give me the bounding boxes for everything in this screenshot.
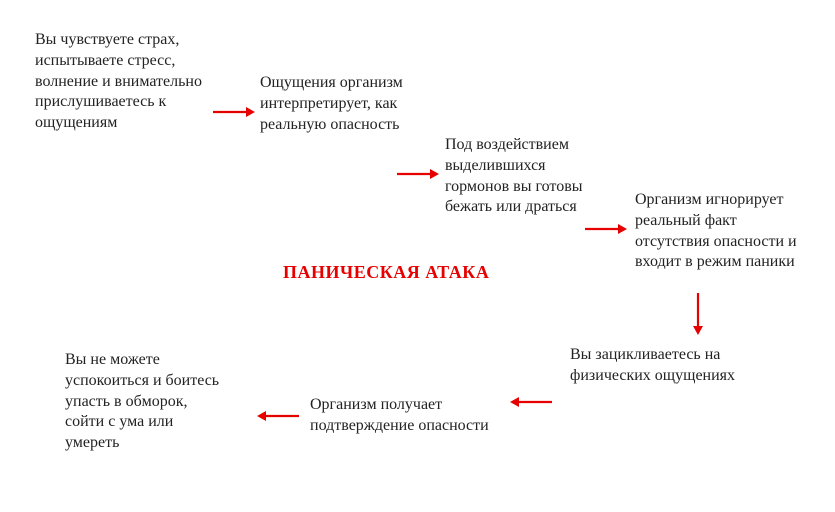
flow-node-n7: Вы не можете успокоиться и боитесь упаст…: [65, 350, 230, 454]
diagram-title: ПАНИЧЕСКАЯ АТАКА: [283, 262, 489, 283]
arrow-left-icon: [510, 393, 552, 416]
flowchart-canvas: ПАНИЧЕСКАЯ АТАКА Вы чувствуете страх, исп…: [0, 0, 835, 512]
arrow-right-icon: [397, 165, 439, 188]
arrow-down-icon: [689, 293, 707, 340]
flow-node-n2: Ощущения организм интерпретирует, как ре…: [260, 73, 420, 135]
flow-node-n6: Организм получает подтверждение опасност…: [310, 395, 490, 437]
flow-node-n4: Организм игнорирует реальный факт отсутс…: [635, 190, 810, 273]
flow-node-n5: Вы зацикливаетесь на физических ощущения…: [570, 345, 770, 387]
arrow-left-icon: [257, 407, 299, 430]
arrow-right-icon: [585, 220, 627, 243]
flow-node-n1: Вы чувствуете страх, испытываете стресс,…: [35, 30, 235, 134]
flow-node-n3: Под воздействием выделившихся гормонов в…: [445, 135, 610, 218]
